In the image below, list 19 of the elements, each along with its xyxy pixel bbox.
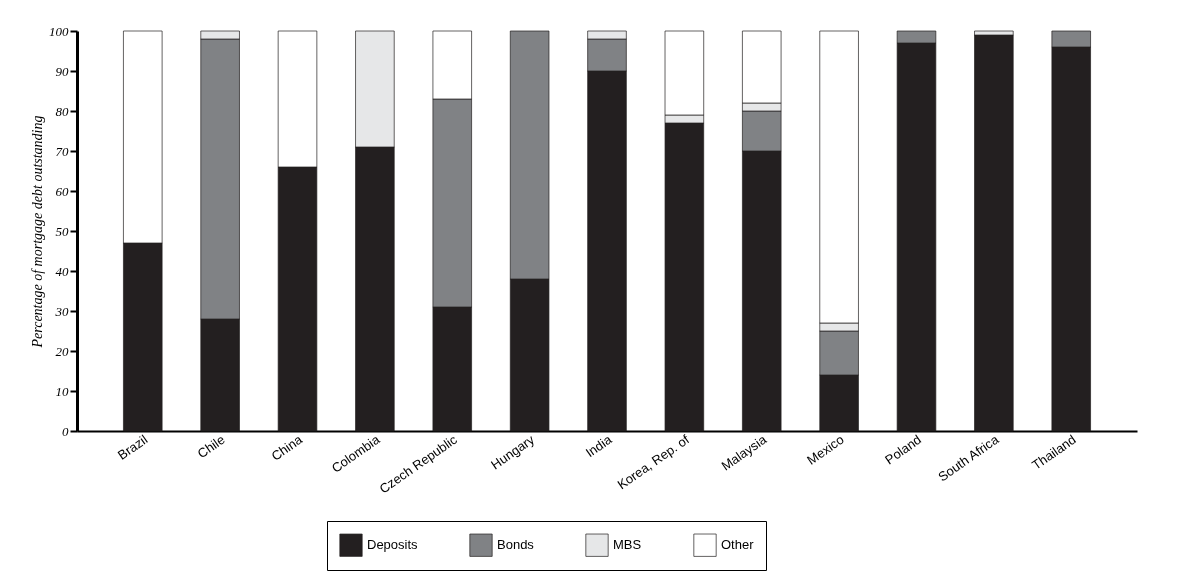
legend-label: Bonds — [497, 537, 535, 553]
y-tick-label: 20 — [55, 343, 69, 359]
y-tick-label: 0 — [62, 423, 69, 439]
x-tick-label: India — [582, 431, 616, 461]
y-tick-label: 80 — [55, 103, 69, 119]
y-tick-label: 90 — [55, 63, 69, 79]
y-axis-title: Percentage of mortgage debt outstanding — [30, 115, 45, 349]
y-tick-label: 60 — [55, 183, 69, 199]
bar — [974, 34, 1014, 432]
y-tick-label: 100 — [49, 23, 69, 39]
legend-label: Other — [721, 537, 755, 553]
x-tick-label: Chile — [194, 431, 228, 462]
legend-label: Deposits — [367, 537, 419, 553]
y-tick-label: 50 — [55, 223, 69, 239]
y-tick-label: 40 — [55, 263, 69, 279]
y-tick-label: 10 — [55, 383, 69, 399]
legend-label: MBS — [613, 537, 642, 553]
y-tick-label: 70 — [55, 143, 69, 159]
y-tick-label: 30 — [54, 303, 69, 319]
